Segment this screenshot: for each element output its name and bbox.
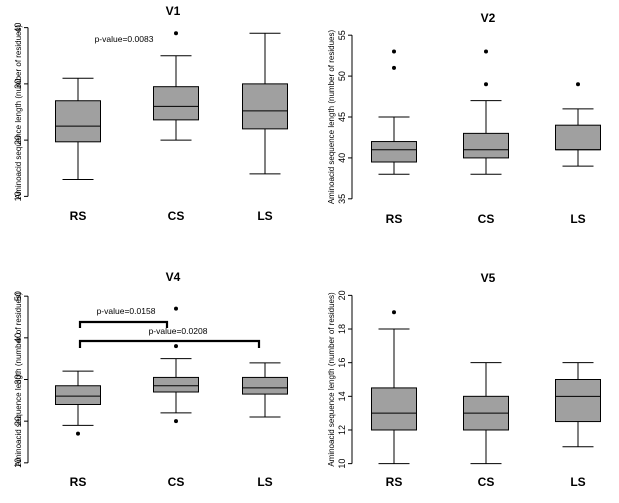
category-label: LS <box>257 475 272 489</box>
outlier-point <box>392 310 396 315</box>
category-label: CS <box>168 209 185 223</box>
box-cs <box>463 49 509 175</box>
outlier-point <box>392 49 396 54</box>
y-tick-label: 12 <box>337 425 347 435</box>
y-tick-label: 16 <box>337 358 347 368</box>
y-tick-label: 10 <box>13 458 23 468</box>
y-tick-label: 40 <box>337 153 347 163</box>
y-tick-label: 50 <box>337 71 347 81</box>
y-tick-label: 35 <box>337 194 347 204</box>
panel-title: V1 <box>166 4 181 18</box>
iqr-box <box>242 83 288 130</box>
category-label: RS <box>386 212 403 226</box>
y-tick-label: 40 <box>13 333 23 343</box>
box-ls <box>555 362 601 448</box>
iqr-box <box>55 100 101 143</box>
y-tick-label: 40 <box>13 23 23 33</box>
y-tick-label: 20 <box>13 416 23 426</box>
panel-title: V2 <box>481 11 496 25</box>
significance-bracket <box>78 320 169 328</box>
box-rs <box>55 370 101 436</box>
iqr-box <box>153 86 199 121</box>
significance-bracket <box>78 339 261 348</box>
y-tick-label: 55 <box>337 30 347 40</box>
p-value-annotation: p-value=0.0158 <box>97 306 156 316</box>
y-axis-label: Aminoacid sequence length (number of res… <box>327 292 336 467</box>
y-tick-label: 18 <box>337 324 347 334</box>
box-rs <box>371 310 417 465</box>
outlier-point <box>174 31 178 36</box>
category-label: RS <box>70 475 87 489</box>
outlier-point <box>576 82 580 87</box>
y-tick-label: 10 <box>337 459 347 469</box>
category-label: RS <box>386 475 403 489</box>
category-label: RS <box>70 209 87 223</box>
panel-title: V5 <box>481 271 496 285</box>
box-ls <box>242 32 288 175</box>
iqr-box <box>55 385 101 405</box>
iqr-box <box>242 376 288 395</box>
y-axis-label: Aminoacid sequence length (number of res… <box>14 292 23 467</box>
box-cs <box>463 362 509 465</box>
iqr-box <box>371 387 417 431</box>
outlier-point <box>392 65 396 70</box>
box-ls <box>555 82 601 167</box>
y-tick-label: 45 <box>337 112 347 122</box>
category-label: CS <box>168 475 185 489</box>
p-value-annotation: p-value=0.0208 <box>149 326 208 336</box>
y-axis-label: Aminoacid sequence length (number of res… <box>14 25 23 200</box>
category-label: CS <box>478 475 495 489</box>
p-value-annotation: p-value=0.0083 <box>95 34 154 44</box>
iqr-box <box>555 124 601 151</box>
iqr-box <box>463 132 509 159</box>
box-ls <box>242 362 288 418</box>
outlier-point <box>174 419 178 424</box>
y-axis-label: Aminoacid sequence length (number of res… <box>327 30 336 205</box>
outlier-point <box>174 306 178 311</box>
outlier-point <box>76 431 80 436</box>
box-rs <box>55 77 101 180</box>
outlier-point <box>484 49 488 54</box>
y-tick-label: 20 <box>13 135 23 145</box>
panel-title: V4 <box>166 270 181 284</box>
category-label: CS <box>478 212 495 226</box>
outlier-point <box>174 344 178 349</box>
iqr-box <box>153 376 199 393</box>
box-cs <box>153 31 199 141</box>
y-tick-label: 30 <box>13 374 23 384</box>
y-tick-label: 50 <box>13 291 23 301</box>
outlier-point <box>484 82 488 87</box>
y-tick-label: 20 <box>337 290 347 300</box>
y-tick-label: 10 <box>13 191 23 201</box>
category-label: LS <box>570 212 585 226</box>
iqr-box <box>555 379 601 423</box>
category-label: LS <box>570 475 585 489</box>
box-rs <box>371 49 417 175</box>
category-label: LS <box>257 209 272 223</box>
iqr-box <box>371 141 417 163</box>
y-tick-label: 14 <box>337 391 347 401</box>
box-cs <box>153 306 199 424</box>
y-tick-label: 30 <box>13 79 23 89</box>
